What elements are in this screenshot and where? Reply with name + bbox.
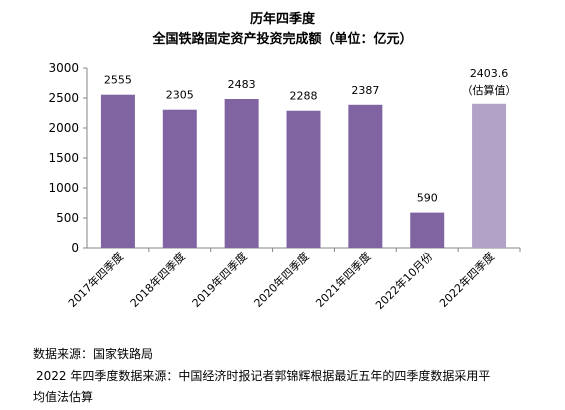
data-label: 2387: [351, 84, 379, 97]
data-source-note: 数据来源：国家铁路局: [33, 347, 154, 361]
estimate-source-note-cont: 均值法估算: [33, 390, 94, 404]
estimate-note: （估算值）: [462, 83, 517, 97]
bar-chart: 0 500 1000 1500 2000 2500 3000 2555 2017年四季度 2305…: [48, 61, 521, 312]
y-tick-label: 1500: [48, 151, 79, 165]
y-tick-label: 1000: [48, 181, 79, 195]
data-label: 2403.6: [470, 67, 509, 80]
x-tick-label: 2022年10月份: [372, 249, 435, 312]
estimate-source-note: 2022 年四季度数据来源：中国经济时报记者郭锦辉根据最近五年的四季度数据采用平: [36, 369, 491, 383]
bar: [472, 103, 507, 248]
x-tick-label: 2021年四季度: [313, 249, 374, 310]
bar: [162, 109, 197, 248]
x-tick-label: 2020年四季度: [251, 249, 312, 310]
bar: [286, 110, 321, 248]
data-label: 2288: [290, 90, 318, 103]
data-label: 2305: [166, 89, 194, 102]
y-tick-label: 2500: [48, 91, 79, 105]
data-label: 2483: [228, 78, 256, 91]
x-tick-label: 2022年四季度: [436, 249, 497, 310]
y-tick-label: 3000: [48, 61, 79, 75]
y-tick-label: 0: [71, 241, 79, 255]
x-tick-label: 2019年四季度: [189, 249, 250, 310]
y-tick-label: 2000: [48, 121, 79, 135]
bar: [348, 104, 383, 248]
y-tick-label: 500: [56, 211, 79, 225]
bar: [224, 99, 259, 249]
data-label: 590: [417, 192, 438, 205]
chart-subtitle: 全国铁路固定资产投资完成额（单位：亿元）: [152, 32, 413, 47]
bar: [100, 94, 135, 248]
chart-title: 历年四季度: [249, 12, 315, 27]
x-tick-label: 2018年四季度: [127, 249, 188, 310]
bar: [410, 212, 445, 248]
data-label: 2555: [104, 74, 132, 87]
x-tick-label: 2017年四季度: [65, 249, 126, 310]
